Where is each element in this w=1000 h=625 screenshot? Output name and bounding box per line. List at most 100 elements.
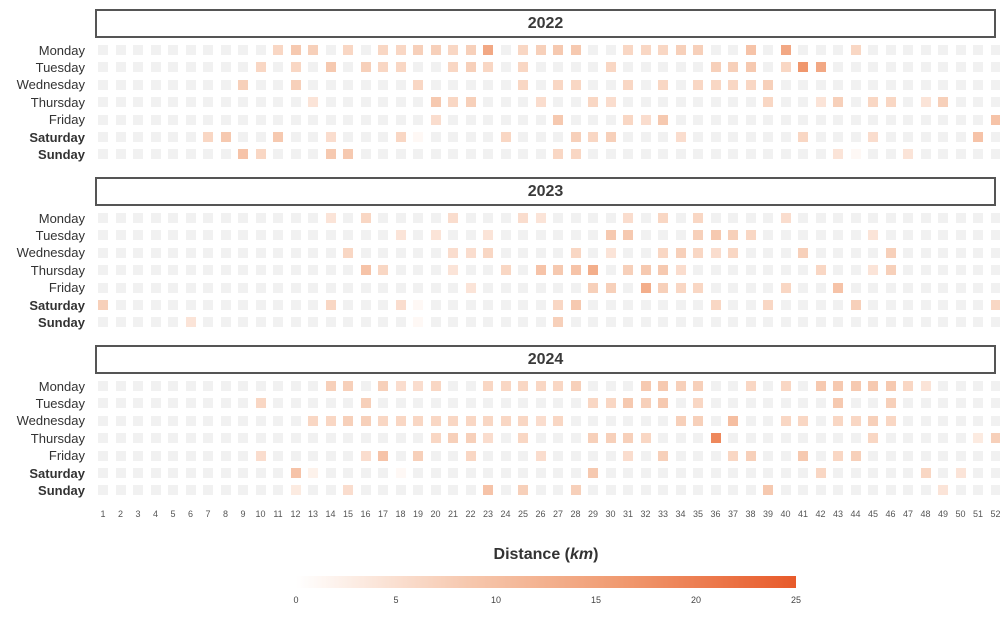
heatmap-cell [413, 114, 423, 125]
heatmap-cell [938, 433, 948, 444]
heatmap-cell [885, 300, 896, 310]
heatmap-cell [150, 265, 161, 276]
heatmap-cell [623, 317, 633, 328]
heatmap-cell [343, 247, 353, 258]
heatmap-cell [710, 381, 721, 391]
heatmap-cell [938, 282, 948, 293]
heatmap-cell [430, 114, 441, 125]
heatmap-cell [133, 114, 143, 125]
heatmap-cell [780, 450, 791, 461]
heatmap-cell [465, 415, 476, 426]
legend-tick-label: 0 [293, 595, 299, 605]
heatmap-cell [378, 265, 388, 276]
heatmap-cell [955, 132, 966, 142]
heatmap-cell [780, 114, 791, 125]
heatmap-cell [185, 247, 196, 258]
y-tick-label-tuesday: Tuesday [35, 395, 85, 411]
heatmap-cell [518, 230, 528, 241]
heatmap-cell [885, 149, 896, 160]
heatmap-cell [115, 433, 126, 444]
x-tick-label: 26 [535, 509, 546, 519]
heatmap-cell [658, 79, 668, 90]
heatmap-cell [850, 468, 861, 478]
heatmap-cell [798, 45, 808, 55]
heatmap-cell [833, 97, 843, 108]
heatmap-cell [500, 247, 511, 258]
heatmap-cell [98, 282, 108, 293]
heatmap-cell [955, 300, 966, 310]
heatmap-cell [133, 62, 143, 73]
heatmap-cell [780, 62, 791, 73]
heatmap-cell [483, 485, 493, 496]
heatmap-cell [675, 300, 686, 310]
heatmap-cell [693, 79, 703, 90]
heatmap-cell [675, 398, 686, 409]
heatmap-cell [290, 213, 301, 223]
heatmap-cell [885, 114, 896, 125]
heatmap-cell [728, 230, 738, 241]
heatmap-cell [168, 398, 178, 409]
heatmap-cell [168, 149, 178, 160]
heatmap-cell [308, 230, 318, 241]
heatmap-cell [535, 265, 546, 276]
heatmap-cell [868, 433, 878, 444]
heatmap-cell [220, 450, 231, 461]
heatmap-cell [798, 132, 808, 142]
heatmap-cell [115, 468, 126, 478]
heatmap-cell [185, 398, 196, 409]
heatmap-cell [133, 450, 143, 461]
heatmap-cell [903, 45, 913, 55]
heatmap-cell [133, 213, 143, 223]
heatmap-cell [675, 381, 686, 391]
heatmap-cell [728, 62, 738, 73]
heatmap-cell [185, 79, 196, 90]
y-tick-label-friday: Friday [48, 448, 85, 464]
heatmap-cell [920, 415, 931, 426]
heatmap-cell [115, 213, 126, 223]
heatmap-cell [413, 265, 423, 276]
heatmap-cell [763, 300, 773, 310]
heatmap-cell [203, 247, 213, 258]
heatmap-cell [518, 282, 528, 293]
heatmap-cell [325, 450, 336, 461]
heatmap-cell [273, 213, 283, 223]
heatmap-cell [675, 62, 686, 73]
heatmap-cell [220, 433, 231, 444]
heatmap-cell [728, 265, 738, 276]
heatmap-cell [973, 433, 983, 444]
heatmap-cell [780, 415, 791, 426]
heatmap-cell [168, 265, 178, 276]
heatmap-cell [168, 433, 178, 444]
heatmap-cell [693, 381, 703, 391]
heatmap-cell [115, 97, 126, 108]
heatmap-cell [98, 265, 108, 276]
heatmap-cell [360, 282, 371, 293]
heatmap-cell [938, 415, 948, 426]
x-tick-label: 52 [990, 509, 1000, 519]
heatmap-cell [168, 114, 178, 125]
heatmap-cell [98, 247, 108, 258]
heatmap-cell [658, 317, 668, 328]
heatmap-cell [203, 230, 213, 241]
heatmap-cell [395, 114, 406, 125]
heatmap-cell [98, 230, 108, 241]
heatmap-cell [763, 62, 773, 73]
x-tick-label: 38 [745, 509, 756, 519]
heatmap-cell [728, 149, 738, 160]
heatmap-cell [518, 149, 528, 160]
heatmap-cell [535, 230, 546, 241]
heatmap-cell [133, 132, 143, 142]
heatmap-cell [693, 97, 703, 108]
heatmap-cell [133, 230, 143, 241]
heatmap-cell [833, 265, 843, 276]
y-tick-label-tuesday: Tuesday [35, 59, 85, 75]
heatmap-cell [675, 213, 686, 223]
heatmap-cell [133, 97, 143, 108]
heatmap-cell [973, 450, 983, 461]
heatmap-cell [588, 265, 598, 276]
heatmap-cell [850, 247, 861, 258]
heatmap-cell [378, 97, 388, 108]
heatmap-cell [238, 317, 248, 328]
heatmap-cell [133, 468, 143, 478]
heatmap-cell [763, 398, 773, 409]
